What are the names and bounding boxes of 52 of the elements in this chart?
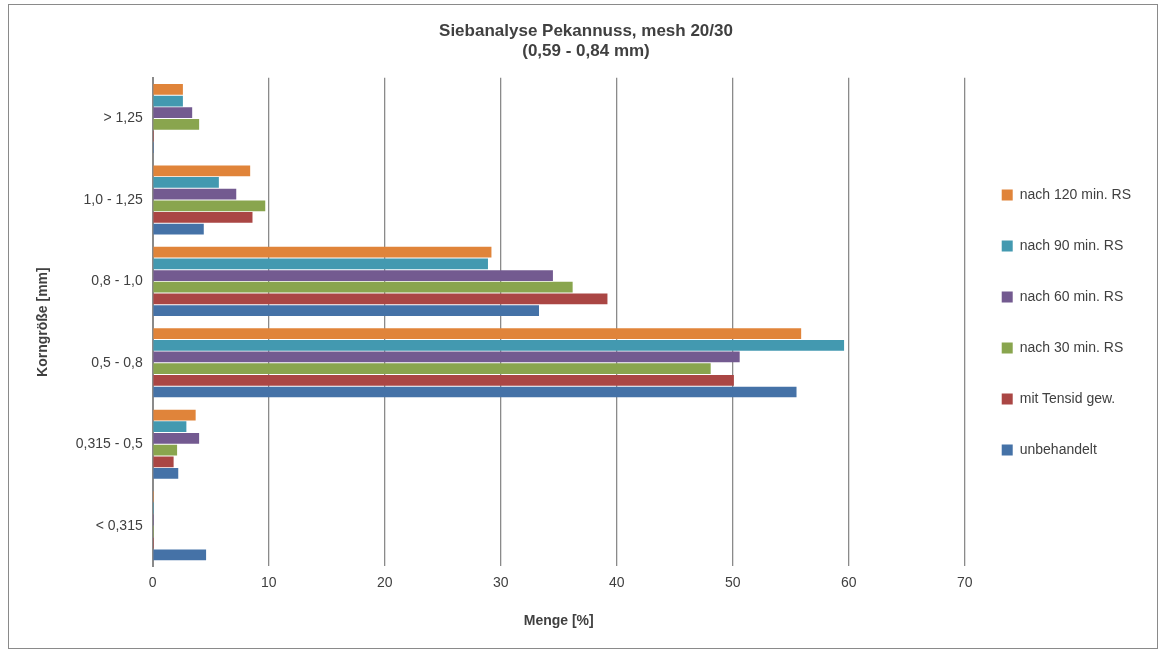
x-tick-label: 0 (148, 573, 157, 590)
legend-label: nach 90 min. RS (1019, 236, 1124, 253)
bar (153, 339, 845, 351)
bar (153, 281, 573, 293)
x-tick-label: 10 (260, 573, 277, 590)
x-tick-label: 70 (956, 573, 973, 590)
y-tick-label: 0,315 - 0,5 (75, 435, 143, 452)
x-tick-label: 60 (840, 573, 857, 590)
bar (153, 374, 734, 386)
bar (153, 165, 251, 177)
bar (153, 107, 193, 119)
bar (153, 258, 488, 270)
bar (153, 188, 237, 200)
x-tick-label: 20 (376, 573, 393, 590)
bar (153, 456, 174, 468)
bar (153, 95, 183, 107)
y-tick-label: 0,5 - 0,8 (91, 353, 143, 370)
bar (153, 433, 200, 444)
bar (153, 270, 553, 281)
bar (153, 409, 196, 421)
bar (153, 200, 266, 212)
bar (153, 223, 204, 235)
bar (153, 293, 608, 305)
bar (153, 212, 253, 223)
bar (153, 83, 183, 95)
bar (153, 177, 219, 188)
legend-label: nach 120 min. RS (1019, 185, 1132, 202)
legend-label: nach 60 min. RS (1019, 287, 1124, 304)
bar (153, 118, 200, 130)
y-tick-label: 1,0 - 1,25 (83, 190, 143, 207)
legend-label: nach 30 min. RS (1019, 338, 1124, 355)
bar (153, 468, 179, 479)
bar (153, 549, 207, 561)
bar (153, 444, 178, 456)
y-axis-title: Korngröße [mm] (34, 267, 51, 377)
y-tick-label: 0,8 - 1,0 (91, 272, 143, 289)
chart-title: Siebanalyse Pekannuss, mesh 20/30 (0,59 - 0,84 mm) (439, 20, 733, 61)
y-tick-label: > 1,25 (103, 109, 143, 126)
bar (153, 305, 540, 316)
bar (153, 386, 797, 398)
bar (153, 421, 187, 433)
x-axis-title: Menge [%] (523, 612, 594, 629)
legend-label: unbehandelt (1019, 440, 1097, 457)
y-tick-label: < 0,315 (95, 516, 143, 533)
bar (153, 328, 802, 340)
bar (153, 351, 740, 363)
legend-label: mit Tensid gew. (1019, 389, 1116, 406)
x-tick-label: 50 (724, 573, 741, 590)
x-tick-label: 30 (492, 573, 509, 590)
x-tick-label: 40 (608, 573, 625, 590)
bar (153, 363, 711, 375)
bar (153, 246, 492, 258)
